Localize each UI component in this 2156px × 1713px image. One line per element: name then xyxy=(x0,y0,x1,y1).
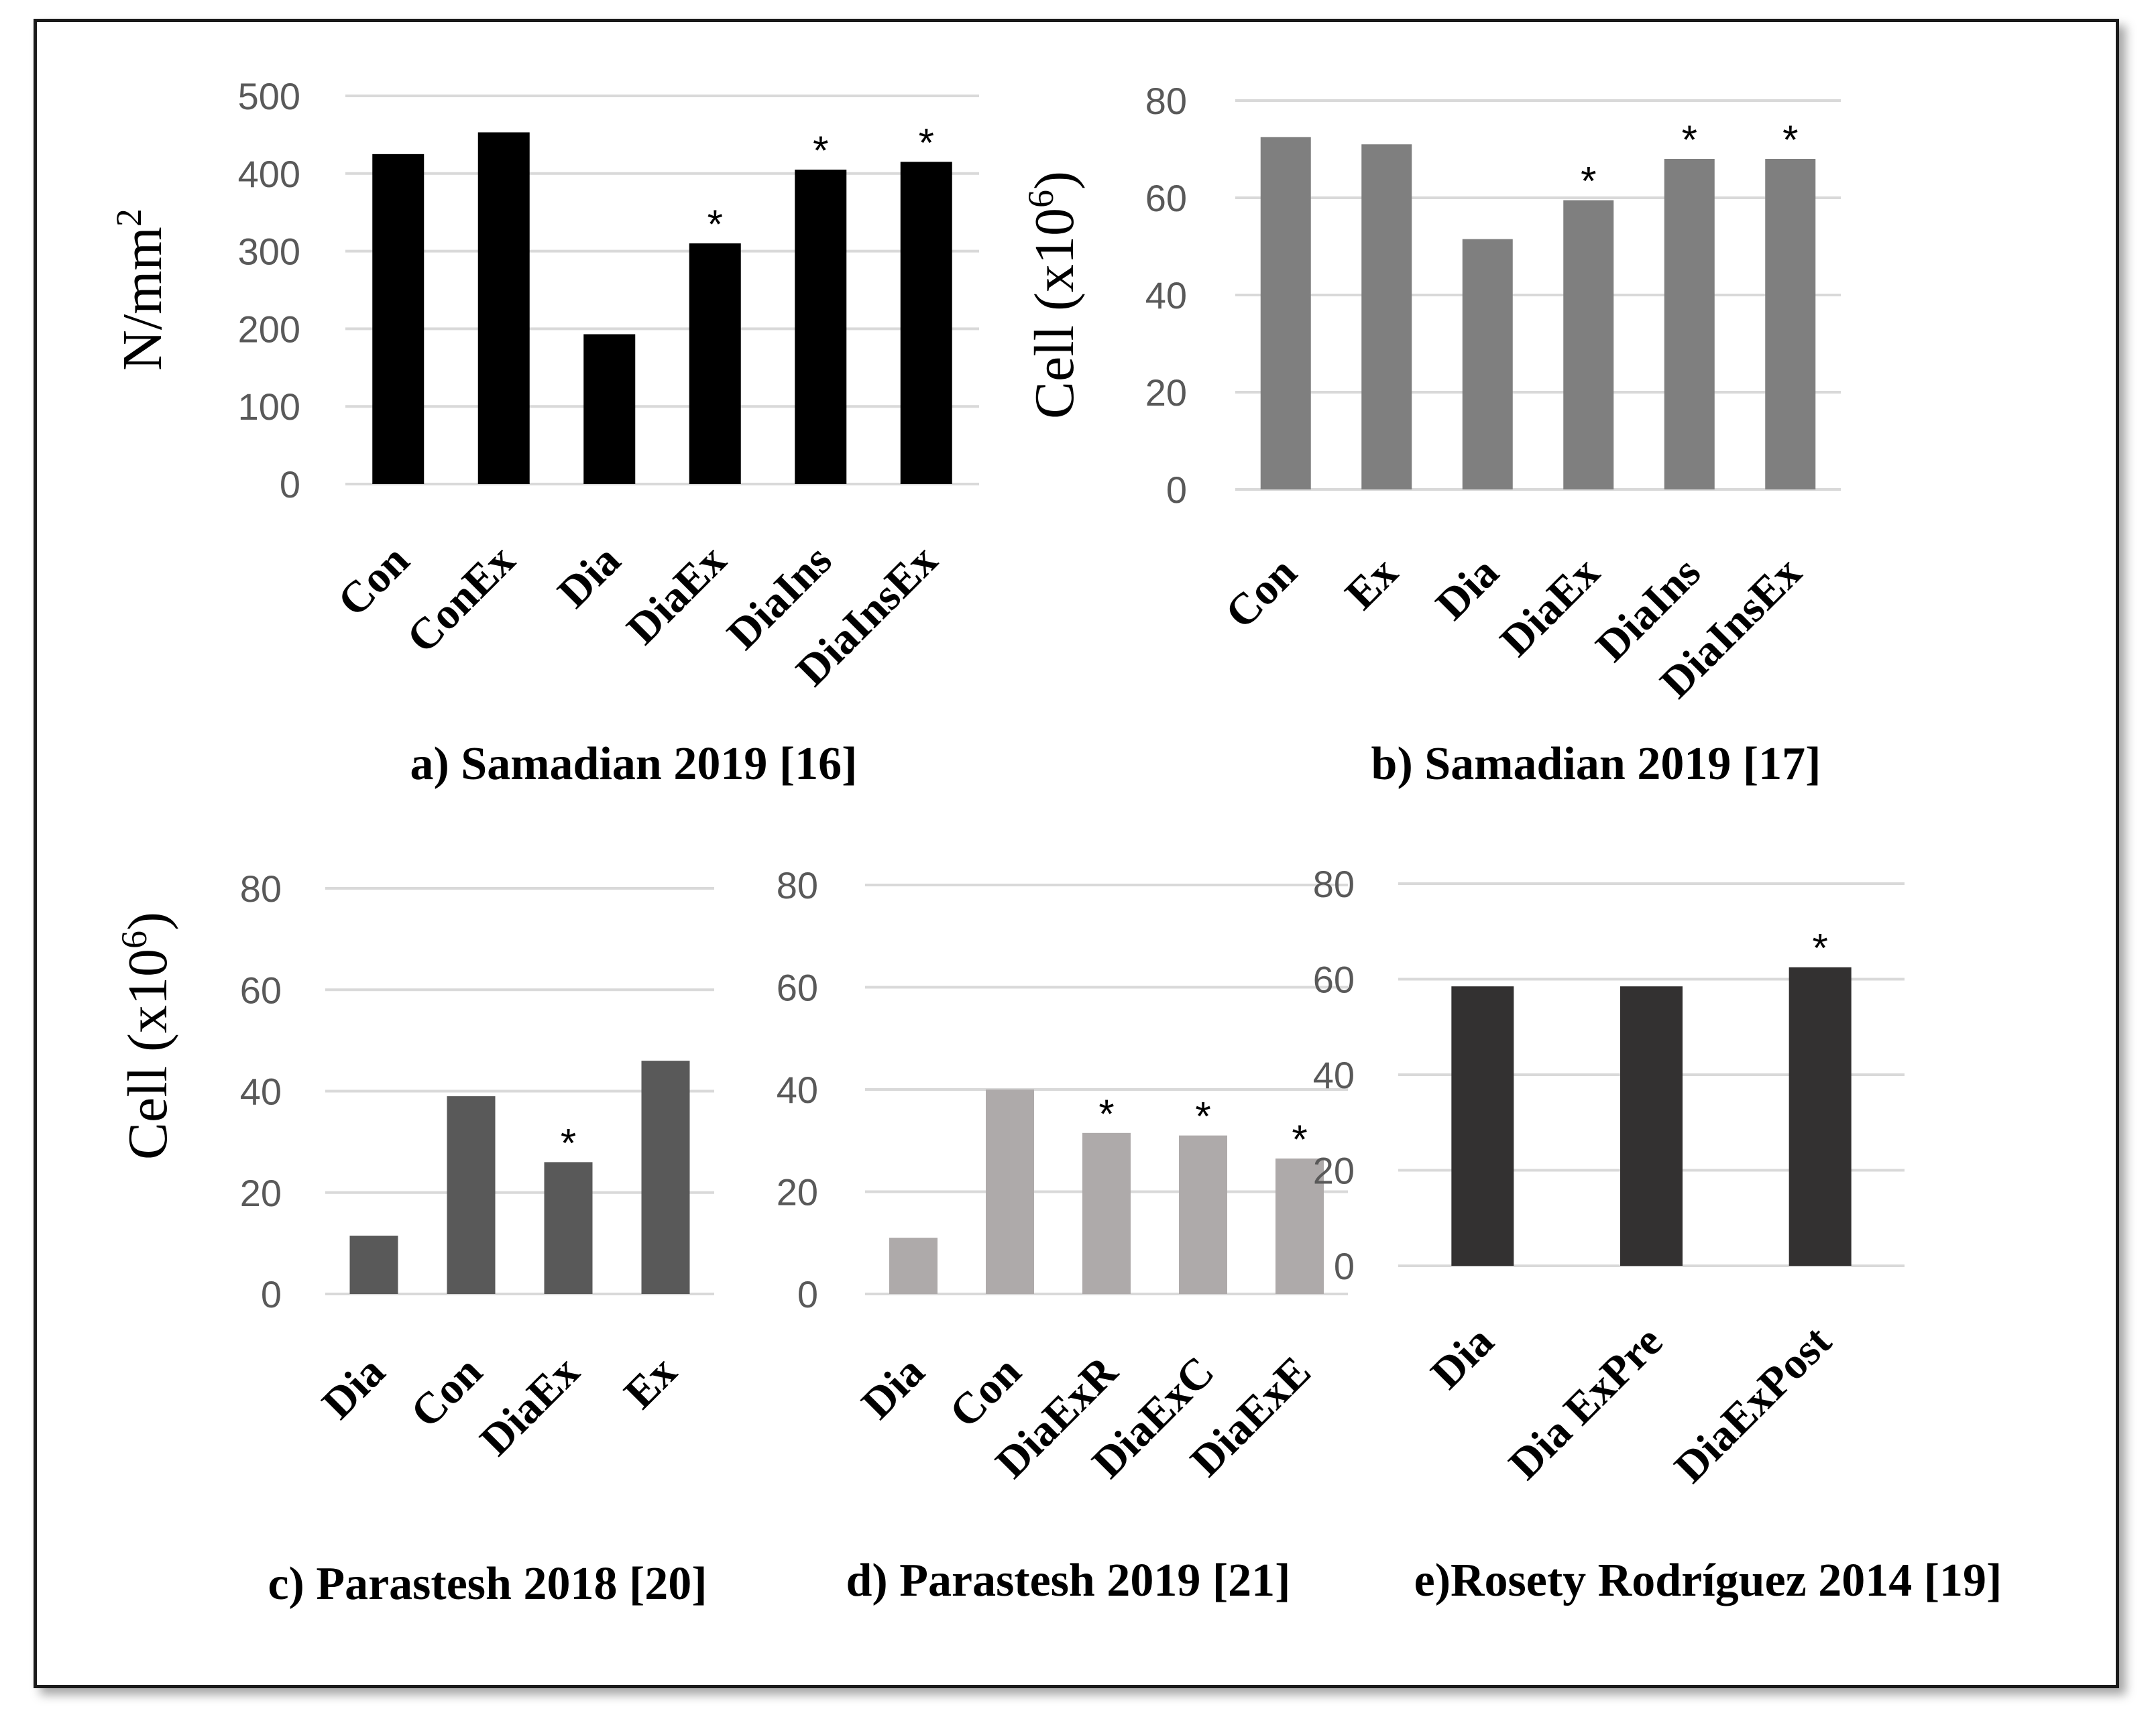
category-label: DiaEx xyxy=(471,1347,589,1465)
category-label: Dia xyxy=(852,1347,934,1429)
bar xyxy=(1361,144,1412,489)
bar xyxy=(1260,137,1311,489)
category-label: Dia ExPre xyxy=(1499,1317,1672,1489)
y-tick-label: 80 xyxy=(1145,80,1187,122)
y-tick-label: 60 xyxy=(240,969,282,1011)
significance-marker: * xyxy=(1812,926,1827,971)
category-label: Ex xyxy=(1336,548,1407,619)
y-tick-label: 20 xyxy=(777,1171,818,1214)
y-tick-label: 20 xyxy=(240,1172,282,1214)
significance-marker: * xyxy=(707,202,723,247)
bar xyxy=(1664,159,1715,489)
chart-caption: e)Rosety Rodríguez 2014 [19] xyxy=(1414,1555,2002,1606)
significance-marker: * xyxy=(1682,117,1697,162)
y-tick-label: 20 xyxy=(1145,371,1187,414)
y-axis-label: Cell (x106) xyxy=(114,912,179,1160)
category-label: Con xyxy=(1216,548,1306,638)
y-tick-label: 80 xyxy=(240,868,282,910)
bar xyxy=(477,132,530,484)
chart-caption: a) Samadian 2019 [16] xyxy=(410,738,858,790)
bar xyxy=(1765,159,1816,489)
y-tick-label: 0 xyxy=(280,463,300,506)
bar xyxy=(986,1089,1034,1294)
category-label: ConEx xyxy=(398,536,524,662)
significance-marker: * xyxy=(1782,117,1798,162)
bar xyxy=(1620,986,1683,1266)
y-tick-label: 500 xyxy=(238,75,300,117)
chart-caption: d) Parastesh 2019 [21] xyxy=(846,1555,1291,1606)
bar xyxy=(1275,1158,1324,1294)
y-tick-label: 60 xyxy=(1313,959,1355,1001)
chart-caption: b) Samadian 2019 [17] xyxy=(1371,738,1821,790)
bar xyxy=(1179,1135,1227,1294)
category-label: Dia xyxy=(1426,548,1508,630)
category-label: Dia xyxy=(1422,1317,1503,1399)
y-tick-label: 60 xyxy=(1145,177,1187,219)
y-tick-label: 0 xyxy=(1166,469,1187,511)
significance-marker: * xyxy=(1581,159,1596,204)
bar xyxy=(900,162,952,484)
y-tick-label: 300 xyxy=(238,231,300,273)
category-label: Dia xyxy=(549,536,630,617)
y-tick-label: 100 xyxy=(238,386,300,428)
bar xyxy=(1451,986,1514,1266)
y-tick-label: 200 xyxy=(238,308,300,350)
y-tick-label: 80 xyxy=(777,864,818,906)
bar xyxy=(1563,200,1614,489)
y-axis-label: N/mm2 xyxy=(109,209,174,371)
significance-marker: * xyxy=(813,128,828,173)
bar xyxy=(641,1061,690,1294)
y-tick-label: 0 xyxy=(797,1273,818,1315)
bar xyxy=(1082,1132,1131,1294)
y-tick-label: 20 xyxy=(1313,1150,1355,1192)
y-tick-label: 40 xyxy=(1145,274,1187,316)
y-tick-label: 40 xyxy=(240,1071,282,1113)
bar xyxy=(372,154,424,484)
bar xyxy=(795,170,847,484)
y-tick-label: 80 xyxy=(1313,863,1355,905)
bar xyxy=(1789,967,1852,1266)
category-label: DiaExPost xyxy=(1665,1317,1841,1492)
y-tick-label: 0 xyxy=(261,1273,282,1315)
y-tick-label: 0 xyxy=(1334,1245,1355,1287)
category-label: Con xyxy=(329,536,419,626)
category-label: DiaEx xyxy=(1491,548,1609,666)
bar xyxy=(889,1238,938,1294)
bar xyxy=(689,243,741,484)
significance-marker: * xyxy=(1195,1094,1210,1139)
category-label: Dia xyxy=(313,1347,394,1429)
bar xyxy=(349,1236,398,1294)
significance-marker: * xyxy=(919,120,934,165)
y-tick-label: 40 xyxy=(1313,1054,1355,1096)
significance-marker: * xyxy=(1098,1091,1114,1136)
significance-marker: * xyxy=(1292,1117,1307,1162)
bar xyxy=(447,1096,496,1294)
y-axis-label: Cell (x106) xyxy=(1021,171,1086,419)
significance-marker: * xyxy=(561,1120,576,1165)
category-label: DiaEx xyxy=(618,536,736,654)
bar xyxy=(583,334,636,484)
bar xyxy=(1462,239,1513,489)
category-label: Ex xyxy=(615,1347,686,1418)
y-tick-label: 60 xyxy=(777,967,818,1009)
y-tick-label: 400 xyxy=(238,153,300,195)
y-tick-label: 40 xyxy=(777,1069,818,1111)
bar xyxy=(544,1162,593,1294)
chart-caption: c) Parastesh 2018 [20] xyxy=(268,1558,707,1610)
